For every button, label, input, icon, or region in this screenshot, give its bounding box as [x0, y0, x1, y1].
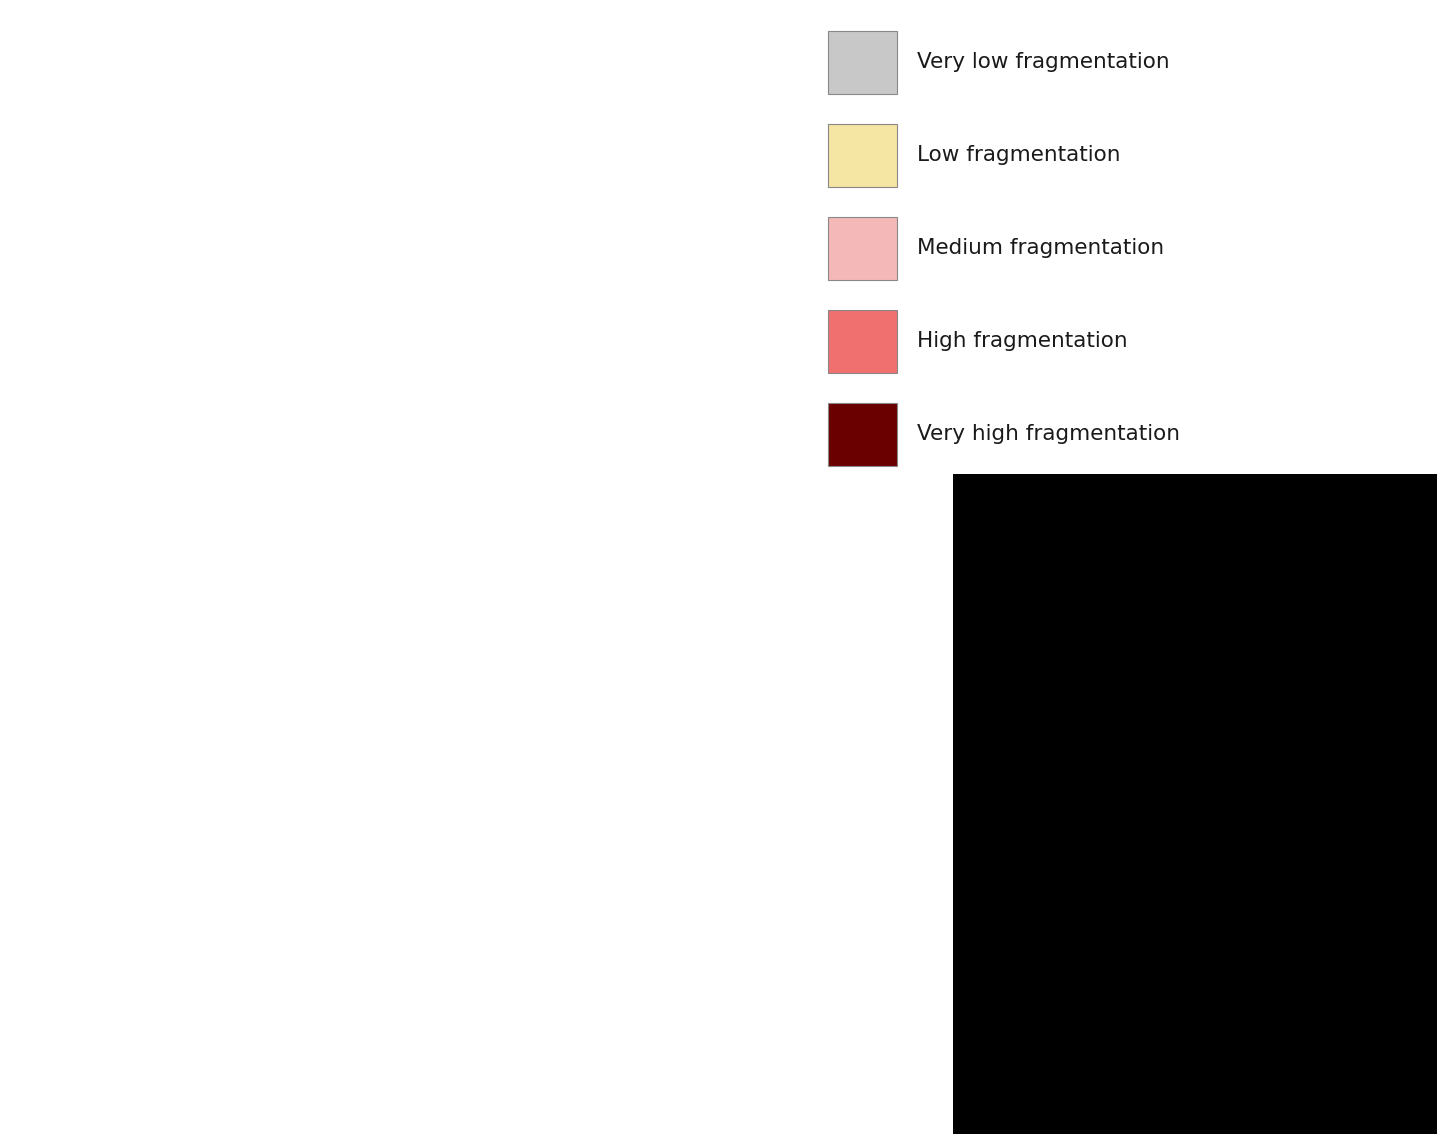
Bar [828, 124, 897, 187]
Text: High fragmentation: High fragmentation [917, 331, 1128, 352]
Text: Low fragmentation: Low fragmentation [917, 145, 1121, 166]
Bar [828, 217, 897, 280]
Bar [953, 474, 1437, 1134]
Text: Very low fragmentation: Very low fragmentation [917, 52, 1170, 73]
Text: Very high fragmentation: Very high fragmentation [917, 424, 1180, 445]
Bar [828, 403, 897, 466]
Text: Medium fragmentation: Medium fragmentation [917, 238, 1164, 259]
Bar [828, 310, 897, 373]
Bar [828, 31, 897, 94]
